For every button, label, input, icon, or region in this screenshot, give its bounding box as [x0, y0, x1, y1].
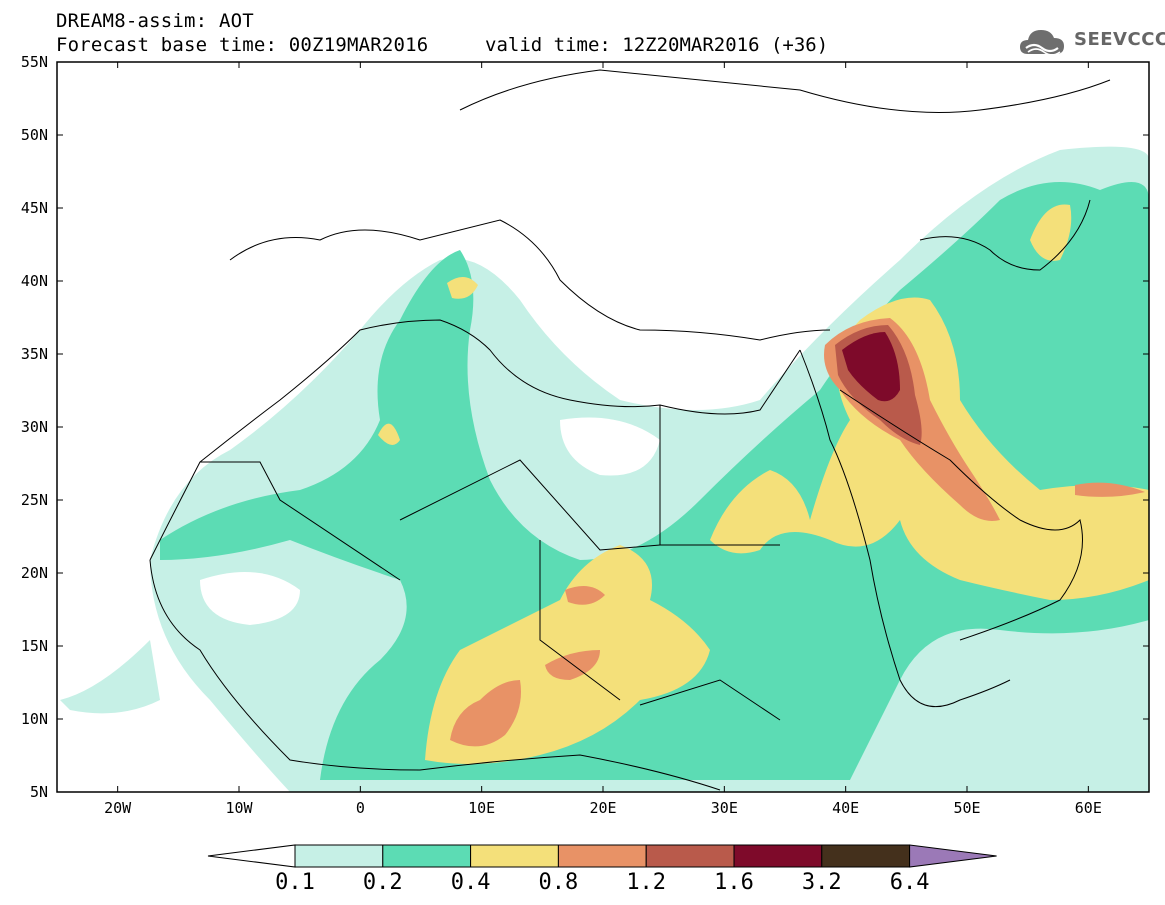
- seevccc-logo: SEEVCCC: [1018, 24, 1165, 60]
- aot-field: [57, 62, 1149, 792]
- lat-label: 30N: [20, 418, 48, 436]
- valid-time: valid time: 12Z20MAR2016 (+36): [485, 34, 829, 56]
- colorbar-label: 0.4: [450, 870, 491, 895]
- aot-0.4-band-caspian: [1030, 204, 1072, 261]
- lat-label: 5N: [29, 783, 48, 801]
- lon-label: 40E: [832, 799, 860, 817]
- colorbar-label: 1.6: [714, 870, 754, 895]
- lon-label: 60E: [1074, 799, 1102, 817]
- colorbar-swatch: [294, 844, 384, 868]
- colorbar-arrow-low: [207, 844, 296, 868]
- lat-label: 25N: [20, 491, 48, 509]
- colorbar-swatch: [821, 844, 911, 868]
- lat-label: 35N: [20, 345, 48, 363]
- colorbar-label: 0.1: [275, 870, 315, 895]
- colorbar: [207, 844, 997, 868]
- axis-ticks: [57, 61, 1149, 793]
- lon-label: 10E: [468, 799, 496, 817]
- colorbar-swatch: [382, 844, 472, 868]
- aot-0.8-band-nigeria: [450, 680, 521, 747]
- colorbar-label: 3.2: [801, 870, 842, 895]
- map-title: DREAM8-assim: AOT: [56, 10, 254, 32]
- lat-label: 15N: [20, 637, 48, 655]
- colorbar-label: 0.2: [362, 870, 403, 895]
- colorbar-swatch: [645, 844, 735, 868]
- aot-0.4-spot-sardinia: [447, 276, 478, 299]
- lon-label: 30E: [710, 799, 738, 817]
- colorbar-label: 6.4: [889, 870, 930, 895]
- coastlines: [149, 69, 1111, 791]
- lat-label: 10N: [20, 710, 48, 728]
- colorbar-swatch: [733, 844, 823, 868]
- colorbar-swatch: [470, 844, 559, 868]
- lon-label: 0: [355, 799, 365, 817]
- aot-0.8-spot-niger: [565, 586, 605, 605]
- lon-label: 20W: [104, 799, 132, 817]
- lon-label: 10W: [225, 799, 253, 817]
- cloud-icon: [1020, 30, 1064, 56]
- lat-label: 45N: [20, 199, 48, 217]
- aot-0.1-band-west: [60, 640, 160, 714]
- lat-label: 20N: [20, 564, 48, 582]
- colorbar-label: 0.8: [538, 870, 579, 895]
- lat-label: 55N: [20, 53, 48, 71]
- aot-0.8-band-gulf: [1075, 482, 1145, 497]
- aot-clear-sahara: [200, 572, 300, 625]
- colorbar-label: 1.2: [626, 870, 667, 895]
- lon-label: 20E: [589, 799, 617, 817]
- colorbar-swatch: [557, 844, 647, 868]
- colorbar-arrow-high: [909, 844, 997, 868]
- logo-text: SEEVCCC: [1074, 29, 1165, 50]
- lon-label: 50E: [953, 799, 981, 817]
- aot-1.6-core-iraq: [842, 332, 900, 402]
- aot-0.4-spot-algeria: [378, 423, 400, 445]
- lat-label: 40N: [20, 272, 48, 290]
- lat-label: 50N: [20, 126, 48, 144]
- forecast-base-time: Forecast base time: 00Z19MAR2016: [56, 34, 429, 56]
- aot-clear-libya: [560, 417, 660, 476]
